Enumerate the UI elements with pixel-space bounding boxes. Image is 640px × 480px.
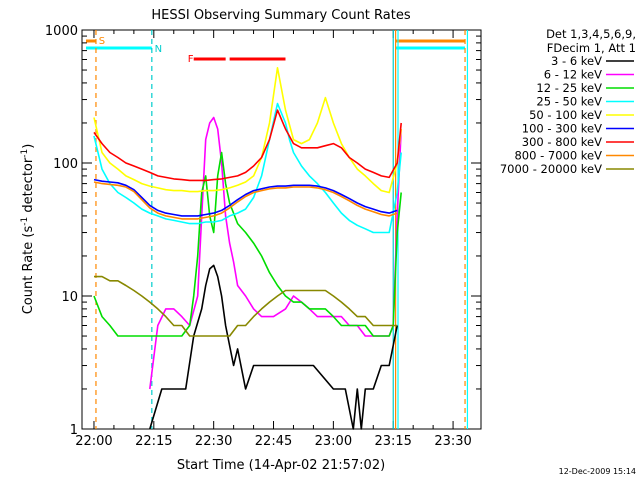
legend-header-1: Det 1,3,4,5,6,9, (546, 27, 636, 41)
y-tick-label: 10 (61, 290, 78, 305)
status-vlines (95, 30, 469, 429)
status-bars (85, 39, 466, 61)
chart-title: HESSI Observing Summary Count Rates (151, 8, 410, 23)
legend-label: 800 - 7000 keV (514, 149, 602, 163)
annotation-saa: S (99, 36, 105, 47)
axis-ticks: 22:00 22:15 22:30 22:45 23:00 23:15 23:30 1 10 10… (45, 24, 481, 449)
y-axis-label-exp1: -1 (20, 217, 30, 226)
annotation-night: N (155, 44, 162, 55)
legend-label: 50 - 100 keV (529, 108, 602, 122)
series-line-1 (149, 116, 402, 390)
series-line-4 (93, 67, 402, 194)
series-line-7 (93, 181, 398, 220)
x-tick-label: 22:30 (195, 434, 232, 449)
y-tick-label: 1 (70, 423, 78, 438)
y-axis-label-main: Count Rate (s (21, 226, 36, 315)
y-axis-label: Count Rate (s-1 detector-1) (20, 144, 36, 315)
annotations: S N F (99, 36, 194, 65)
legend-header-2: FDecim 1, Att 1 (547, 41, 636, 55)
y-tick-label: 100 (53, 157, 78, 172)
x-tick-label: 23:30 (434, 434, 471, 449)
series-line-8 (94, 275, 398, 337)
y-axis-label-exp2: -1 (20, 149, 30, 158)
x-tick-label: 22:00 (75, 434, 112, 449)
legend-label: 3 - 6 keV (551, 54, 602, 68)
y-axis-label-mid: detector (21, 157, 36, 217)
annotation-flare: F (188, 54, 194, 65)
series-lines (93, 67, 402, 430)
y-axis-label-end: ) (21, 144, 36, 149)
y-tick-label: 1000 (45, 24, 78, 39)
x-axis-label: Start Time (14-Apr-02 21:57:02) (177, 458, 385, 473)
legend-label: 100 - 300 keV (522, 122, 602, 136)
series-line-0 (149, 264, 398, 430)
legend-label: 12 - 25 keV (536, 81, 602, 95)
legend: Det 1,3,4,5,6,9, FDecim 1, Att 1 3 - 6 k… (500, 27, 636, 176)
series-line-2 (93, 151, 402, 337)
series-line-5 (93, 178, 398, 217)
legend-label: 25 - 50 keV (536, 95, 602, 109)
legend-label: 300 - 800 keV (522, 135, 602, 149)
series-line-3 (93, 102, 402, 234)
x-tick-label: 22:15 (135, 434, 172, 449)
x-tick-label: 22:45 (255, 434, 292, 449)
footer-date: 12-Dec-2009 15:14 (559, 467, 636, 476)
x-tick-label: 23:15 (374, 434, 411, 449)
plot-frame (81, 29, 482, 430)
series-line-6 (93, 109, 402, 182)
legend-label: 7000 - 20000 keV (500, 162, 602, 176)
x-tick-label: 23:00 (315, 434, 352, 449)
legend-label: 6 - 12 keV (544, 68, 602, 82)
